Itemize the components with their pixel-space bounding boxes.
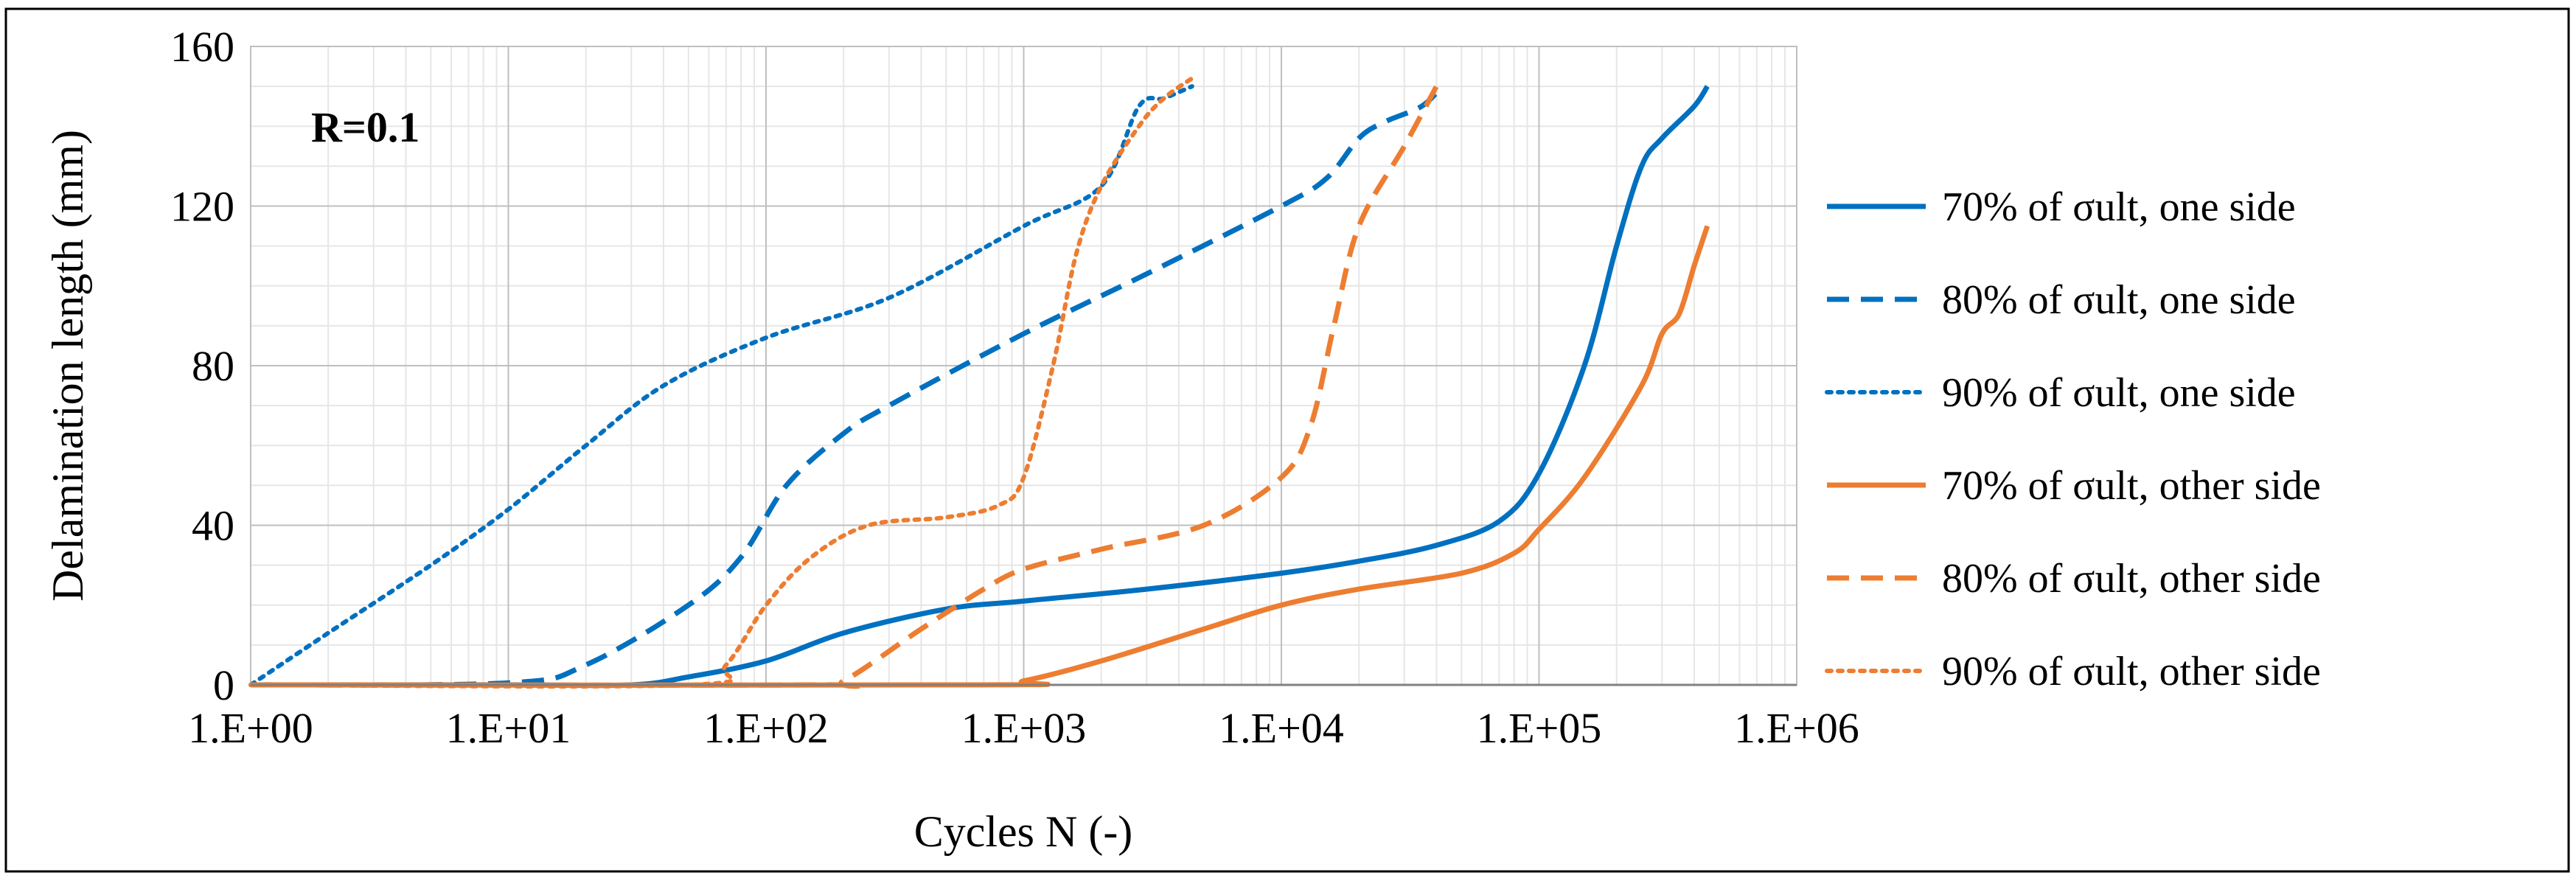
- x-axis-title: Cycles N (-): [914, 807, 1133, 856]
- legend-label-5: 80% of σult, other side: [1942, 556, 2321, 602]
- r-ratio-annotation: R=0.1: [311, 103, 420, 151]
- legend-label-6: 90% of σult, other side: [1942, 649, 2321, 694]
- legend-label-3: 90% of σult, one side: [1942, 370, 2296, 416]
- x-tick-label: 1.E+05: [1477, 704, 1602, 752]
- y-tick-label: 120: [170, 183, 234, 231]
- y-tick-label: 40: [192, 502, 234, 550]
- legend: 70% of σult, one side 80% of σult, one si…: [1825, 184, 2321, 694]
- x-tick-label: 1.E+00: [188, 704, 313, 752]
- y-tick-labels: 0 40 80 120 160: [170, 23, 234, 709]
- series-line-1: [251, 85, 1710, 689]
- legend-label-1: 70% of σult, one side: [1942, 184, 2296, 230]
- y-axis-title: Delamination length (mm): [43, 130, 92, 602]
- x-tick-labels: 1.E+00 1.E+01 1.E+02 1.E+03 1.E+04 1.E+05 1.E+…: [188, 704, 1859, 752]
- x-tick-label: 1.E+06: [1734, 704, 1859, 752]
- legend-label-2: 80% of σult, one side: [1942, 277, 2296, 323]
- y-tick-label: 160: [170, 23, 234, 71]
- x-tick-label: 1.E+03: [961, 704, 1087, 752]
- chart-frame: [4, 7, 2570, 873]
- y-tick-label: 80: [192, 342, 234, 390]
- x-tick-label: 1.E+04: [1219, 704, 1344, 752]
- x-tick-label: 1.E+02: [703, 704, 829, 752]
- legend-label-4: 70% of σult, other side: [1942, 463, 2321, 509]
- x-tick-label: 1.E+01: [446, 704, 571, 752]
- series-line-6: [248, 76, 1194, 689]
- series-line-2: [250, 84, 1444, 688]
- y-tick-label: 0: [213, 661, 234, 709]
